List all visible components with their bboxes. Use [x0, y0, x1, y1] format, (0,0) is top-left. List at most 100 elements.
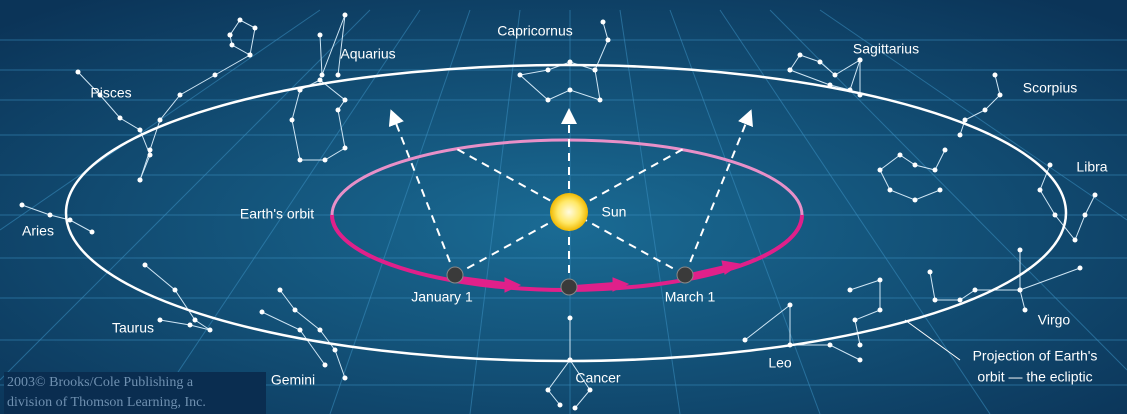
star — [848, 288, 853, 293]
star — [973, 288, 978, 293]
star — [943, 148, 948, 153]
ecliptic-label: orbit — the ecliptic — [977, 369, 1092, 385]
constellation-label: Aries — [22, 223, 54, 239]
star — [1038, 188, 1043, 193]
star — [158, 318, 163, 323]
star — [336, 73, 341, 78]
sun-label: Sun — [602, 204, 627, 220]
star — [138, 178, 143, 183]
star — [173, 288, 178, 293]
orbit-label: Earth's orbit — [240, 206, 314, 222]
star — [213, 73, 218, 78]
star — [1078, 266, 1083, 271]
star — [593, 68, 598, 73]
star — [601, 20, 606, 25]
star — [878, 168, 883, 173]
star — [278, 288, 283, 293]
star — [1048, 163, 1053, 168]
star — [958, 298, 963, 303]
sun — [550, 193, 588, 231]
constellation-label: Capricornus — [497, 23, 572, 39]
constellation-label: Libra — [1076, 159, 1107, 175]
constellation-label: Scorpius — [1023, 80, 1077, 96]
star — [858, 343, 863, 348]
star — [788, 303, 793, 308]
star — [318, 33, 323, 38]
constellation-label: Taurus — [112, 320, 154, 336]
star — [743, 338, 748, 343]
star — [208, 328, 213, 333]
star — [1073, 238, 1078, 243]
star — [76, 70, 81, 75]
earth-february — [561, 279, 577, 295]
star — [588, 388, 593, 393]
star — [343, 146, 348, 151]
star — [606, 38, 611, 43]
star — [248, 53, 253, 58]
star — [1083, 213, 1088, 218]
star — [828, 343, 833, 348]
star — [568, 60, 573, 65]
star — [568, 316, 573, 321]
star — [913, 163, 918, 168]
earth-march — [677, 267, 693, 283]
star — [336, 108, 341, 113]
star — [68, 218, 73, 223]
star — [858, 358, 863, 363]
star — [913, 198, 918, 203]
ecliptic-label: Projection of Earth's — [973, 348, 1098, 364]
star — [138, 128, 143, 133]
constellation-label: Aquarius — [340, 46, 395, 62]
constellation-label: Cancer — [575, 370, 620, 386]
star — [323, 363, 328, 368]
star — [178, 93, 183, 98]
star — [323, 158, 328, 163]
star — [118, 116, 123, 121]
star — [293, 308, 298, 313]
star — [833, 73, 838, 78]
star — [318, 78, 323, 83]
star — [1053, 213, 1058, 218]
star — [48, 213, 53, 218]
date-label: March 1 — [665, 289, 716, 305]
constellation-label: Leo — [768, 355, 792, 371]
star — [938, 188, 943, 193]
star — [260, 310, 265, 315]
star — [318, 328, 323, 333]
star — [858, 58, 863, 63]
star — [878, 278, 883, 283]
star — [1023, 308, 1028, 313]
credit-line: 2003© Brooks/Cole Publishing a — [7, 375, 194, 390]
star — [148, 148, 153, 153]
star — [343, 376, 348, 381]
star — [253, 26, 258, 31]
star — [193, 318, 198, 323]
star — [320, 73, 325, 78]
star — [148, 153, 153, 158]
star — [546, 98, 551, 103]
star — [853, 318, 858, 323]
diagram: Capricornus Aquarius Sagittarius Scorpiu… — [0, 0, 1127, 414]
star — [983, 108, 988, 113]
star — [20, 203, 25, 208]
star — [958, 133, 963, 138]
constellation-label: Pisces — [90, 85, 131, 101]
star — [546, 68, 551, 73]
constellation-label: Gemini — [271, 372, 315, 388]
star — [998, 93, 1003, 98]
star — [298, 158, 303, 163]
star — [933, 168, 938, 173]
star — [933, 298, 938, 303]
earth-january — [447, 267, 463, 283]
star — [290, 118, 295, 123]
credit-line: division of Thomson Learning, Inc. — [7, 395, 206, 410]
star — [598, 98, 603, 103]
star — [518, 73, 523, 78]
star — [898, 153, 903, 158]
star — [568, 88, 573, 93]
star — [798, 53, 803, 58]
date-label: January 1 — [411, 289, 473, 305]
star — [993, 73, 998, 78]
star — [188, 323, 193, 328]
star — [878, 308, 883, 313]
